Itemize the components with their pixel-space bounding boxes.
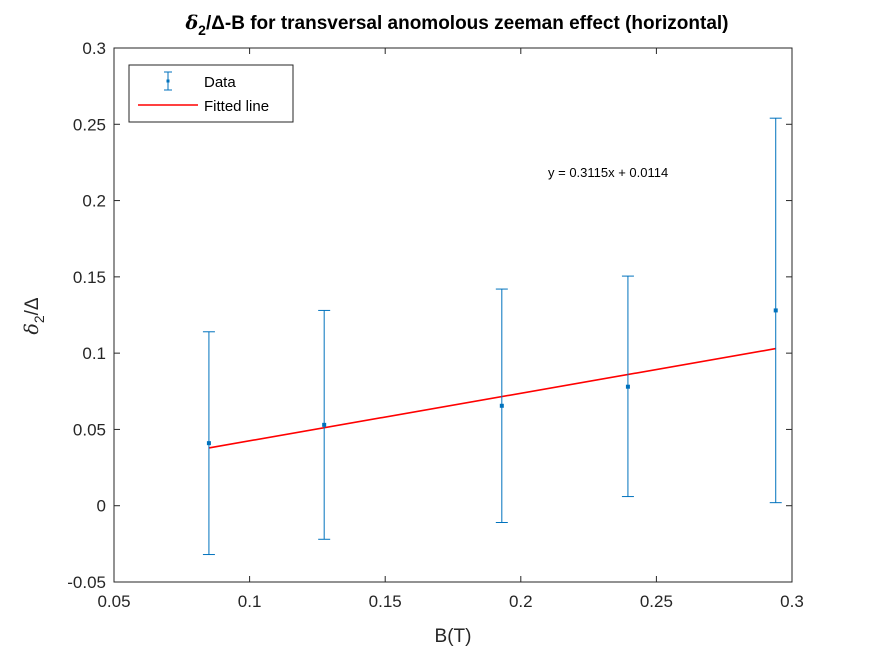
fitted-line — [208, 347, 776, 449]
plot-area — [113, 47, 793, 583]
data-point-errorbar — [318, 309, 331, 540]
x-tick-label: 0.25 — [640, 592, 673, 611]
y-axis-label: δ2/Δ — [21, 297, 47, 335]
y-tick-label: -0.05 — [67, 573, 106, 592]
y-tick-labels: -0.05 0 0.05 0.1 0.15 0.2 0.25 0.3 — [67, 39, 106, 592]
data-point-errorbar — [769, 117, 782, 504]
legend-box — [128, 64, 294, 123]
y-tick-label: 0.3 — [82, 39, 106, 58]
data-point-errorbar — [202, 331, 215, 556]
legend: Data Fitted line — [128, 64, 294, 123]
fitted-line-series — [208, 347, 776, 449]
data-series — [202, 117, 782, 556]
x-tick-label: 0.3 — [780, 592, 804, 611]
x-tick-label: 0.05 — [97, 592, 130, 611]
data-point — [773, 308, 778, 313]
data-point-errorbar — [495, 288, 508, 523]
fit-equation-annotation: y = 0.3115x + 0.0114 — [548, 165, 668, 180]
x-tick-label: 0.2 — [509, 592, 533, 611]
axis-ticks — [113, 47, 793, 583]
legend-label-data: Data — [204, 74, 236, 91]
data-point — [625, 384, 630, 389]
legend-errorbar-icon — [164, 71, 172, 91]
chart-title: δ2/Δ-B for transversal anomolous zeeman … — [184, 12, 728, 38]
x-tick-labels: 0.05 0.1 0.15 0.2 0.25 0.3 — [97, 592, 803, 611]
y-tick-label: 0.1 — [82, 344, 106, 363]
data-point-errorbar — [621, 275, 634, 498]
y-tick-label: 0.15 — [73, 268, 106, 287]
x-axis-label: B(T) — [435, 626, 472, 647]
data-point — [322, 422, 327, 427]
x-tick-label: 0.1 — [238, 592, 262, 611]
legend-label-fitted-line: Fitted line — [204, 98, 269, 115]
y-tick-label: 0.05 — [73, 420, 106, 439]
data-point — [206, 441, 211, 446]
y-tick-label: 0.25 — [73, 115, 106, 134]
y-tick-label: 0 — [97, 497, 106, 516]
y-tick-label: 0.2 — [82, 192, 106, 211]
data-point — [499, 403, 504, 408]
x-tick-label: 0.15 — [369, 592, 402, 611]
